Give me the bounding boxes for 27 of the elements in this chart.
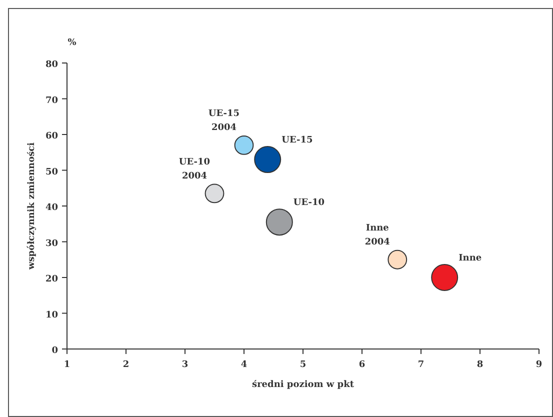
x-tick-label: 8 — [476, 360, 484, 370]
x-tick-label: 9 — [536, 360, 542, 370]
series-label: UE-10 — [293, 198, 325, 208]
x-tick-label: 4 — [240, 360, 248, 370]
x-tick-label: 2 — [122, 360, 130, 370]
y-tick-label: 40 — [45, 203, 58, 213]
y-tick-label: 0 — [52, 346, 58, 356]
x-tick-label: 6 — [358, 360, 366, 370]
y-tick-label: 30 — [45, 238, 58, 249]
text: % — [68, 38, 77, 48]
x-tick-label: 7 — [418, 360, 424, 370]
series-label: UE-10 2004 — [178, 157, 210, 182]
y-tick-label: 10 — [45, 310, 58, 320]
series-label: UE-15 2004 — [208, 109, 240, 134]
x-axis-title: średni poziom w pkt — [252, 380, 355, 390]
y-tick-label: 60 — [45, 132, 58, 142]
x-tick-label: 3 — [182, 360, 188, 370]
y-tick-label: 80 — [45, 60, 58, 70]
series-label: Inne 2004 — [364, 223, 390, 248]
y-tick-label: 20 — [45, 274, 58, 284]
y-axis-title: współczynnik zmienności — [26, 142, 37, 271]
x-tick-label: 5 — [300, 360, 306, 370]
y-tick-label: 50 — [45, 167, 58, 178]
series-label: Inne — [458, 254, 482, 264]
y-tick-label: 70 — [45, 96, 58, 106]
x-tick-label: 1 — [64, 360, 70, 370]
series-label: UE-15 — [282, 136, 313, 146]
